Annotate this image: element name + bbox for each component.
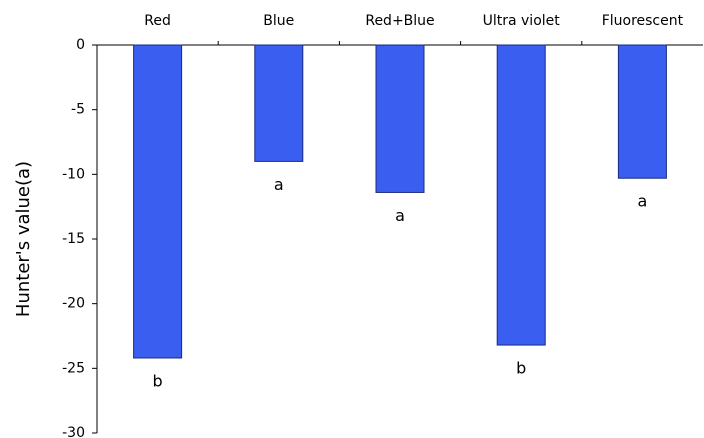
y-tick-label: -20 [62,296,85,312]
annotation: b [516,359,526,378]
annotation: a [395,206,405,225]
y-tick-label: -15 [62,231,85,247]
bar [254,44,304,162]
y-tick-label: -5 [71,102,85,118]
x-tick-label: Fluorescent [602,13,684,29]
x-tick-label: Red [144,13,171,29]
y-axis-label: Hunter's value(a) [13,161,34,317]
bar [617,44,667,179]
bar [133,44,183,359]
x-tick-label: Blue [263,13,294,29]
annotation: a [274,175,284,194]
y-tick-label: -30 [62,425,85,438]
y-tick-label: -25 [62,360,85,376]
y-tick-label: -10 [62,166,85,182]
y-tick-label: 0 [76,37,85,53]
annotation: b [153,371,163,390]
x-tick-label: Red+Blue [365,13,434,29]
bar [375,44,425,193]
annotation: a [637,192,647,211]
x-tick-label: Ultra violet [483,13,561,29]
bar [496,44,546,346]
